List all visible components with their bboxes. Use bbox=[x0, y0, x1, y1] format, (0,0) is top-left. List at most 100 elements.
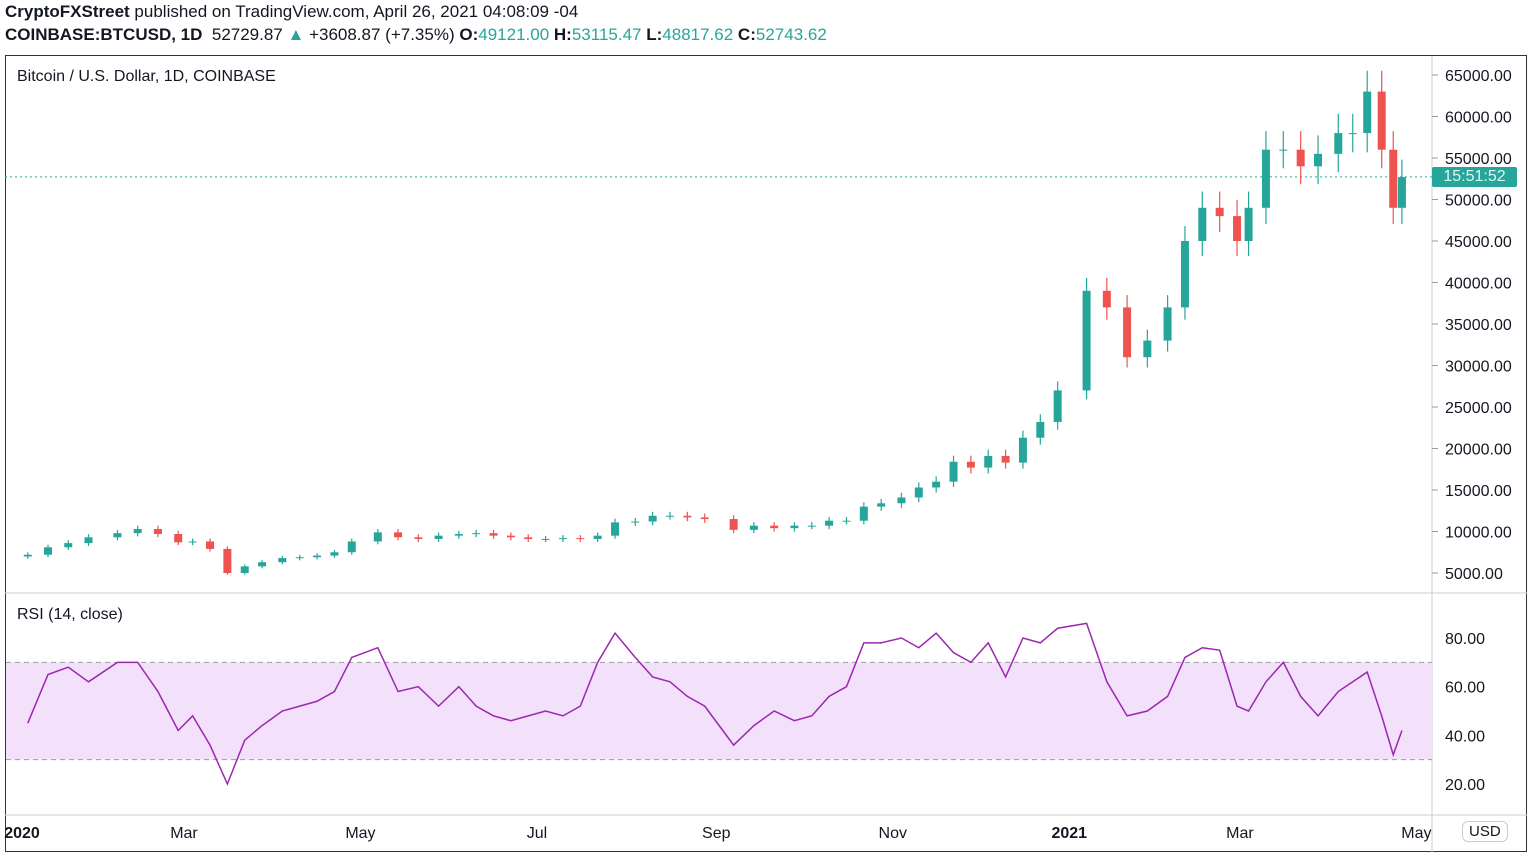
candle-body bbox=[1180, 241, 1189, 308]
candle-body bbox=[749, 525, 758, 530]
candle-body bbox=[113, 533, 122, 538]
candle-body bbox=[558, 538, 567, 540]
currency-button[interactable]: USD bbox=[1462, 821, 1508, 842]
candle-body bbox=[1163, 307, 1172, 341]
candle-body bbox=[313, 555, 322, 558]
time-tick-label: 2021 bbox=[1051, 825, 1087, 842]
candle-body bbox=[842, 520, 851, 522]
price-change: +3608.87 (+7.35%) bbox=[309, 25, 455, 44]
candle-body bbox=[729, 519, 738, 530]
candle-body bbox=[914, 487, 923, 498]
candle-body bbox=[454, 533, 463, 536]
candle-body bbox=[347, 541, 356, 553]
time-tick-label: 2020 bbox=[4, 825, 40, 842]
symbol: COINBASE:BTCUSD, 1D bbox=[5, 25, 203, 44]
open-value: 49121.00 bbox=[478, 25, 550, 44]
candle-body bbox=[524, 537, 533, 539]
rsi-tick-label: 40.00 bbox=[1445, 728, 1485, 745]
rsi-line bbox=[27, 622, 1403, 786]
candle-body bbox=[932, 481, 941, 488]
candle-body bbox=[807, 525, 816, 527]
candle-body bbox=[330, 552, 339, 556]
candle-body bbox=[859, 506, 868, 521]
publish-info: CryptoFXStreet published on TradingView.… bbox=[5, 2, 578, 22]
price-tick-label: 45000.00 bbox=[1445, 234, 1512, 251]
price-tick-label: 60000.00 bbox=[1445, 110, 1512, 127]
candle-body bbox=[611, 522, 620, 536]
time-tick-label: Jul bbox=[527, 825, 547, 842]
price-tick-label: 30000.00 bbox=[1445, 359, 1512, 376]
price-tick-label: 20000.00 bbox=[1445, 442, 1512, 459]
candle-body bbox=[1279, 149, 1288, 151]
candle-body bbox=[1397, 177, 1406, 208]
candle-body bbox=[541, 538, 550, 540]
candle-body bbox=[770, 525, 779, 529]
time-tick-label: May bbox=[1401, 825, 1431, 842]
last-price: 52729.87 bbox=[211, 25, 283, 44]
candle-body bbox=[1233, 216, 1242, 241]
price-tick-label: 25000.00 bbox=[1445, 400, 1512, 417]
candle-body bbox=[877, 503, 886, 507]
time-tick-label: Mar bbox=[170, 825, 198, 842]
candle-body bbox=[1198, 207, 1207, 241]
candle-body bbox=[700, 517, 709, 520]
candle-body bbox=[825, 520, 834, 526]
candle-body bbox=[949, 461, 958, 482]
candle-body bbox=[631, 521, 640, 523]
candle-body bbox=[790, 525, 799, 529]
candle-body bbox=[666, 515, 675, 517]
candle-body bbox=[1123, 307, 1132, 358]
high-value: 53115.47 bbox=[571, 25, 642, 44]
chart-frame bbox=[5, 55, 1527, 852]
price-tick-label: 15000.00 bbox=[1445, 483, 1512, 500]
candle-body bbox=[133, 529, 142, 534]
time-tick-label: Nov bbox=[879, 825, 907, 842]
candle-body bbox=[1244, 207, 1253, 241]
author[interactable]: CryptoFXStreet bbox=[5, 2, 130, 21]
open-label: O: bbox=[459, 25, 479, 44]
candle-body bbox=[1314, 153, 1323, 167]
candle-body bbox=[648, 515, 657, 522]
candle-body bbox=[1215, 207, 1224, 217]
candle-body bbox=[1377, 91, 1386, 150]
price-tick-label: 65000.00 bbox=[1445, 68, 1512, 85]
close-value: 52743.62 bbox=[755, 25, 827, 44]
candle-body bbox=[984, 455, 993, 468]
candle-body bbox=[258, 562, 267, 567]
low-value: 48817.62 bbox=[662, 25, 734, 44]
candle-body bbox=[1102, 290, 1111, 308]
candle-body bbox=[153, 529, 162, 534]
price-tick-label: 55000.00 bbox=[1445, 151, 1512, 168]
candle-body bbox=[373, 532, 382, 542]
candle-body bbox=[394, 532, 403, 538]
candle-body bbox=[1082, 290, 1091, 391]
bar-countdown: 15:51:52 bbox=[1432, 167, 1517, 187]
candle-body bbox=[506, 535, 515, 538]
price-tick-label: 50000.00 bbox=[1445, 193, 1512, 210]
candle-body bbox=[414, 537, 423, 539]
rsi-band bbox=[6, 662, 1432, 760]
price-tick-label: 10000.00 bbox=[1445, 525, 1512, 542]
candle-body bbox=[489, 533, 498, 536]
symbol-info: COINBASE:BTCUSD, 1D 52729.87 ▲ +3608.87 … bbox=[5, 25, 827, 45]
candle-body bbox=[206, 541, 215, 549]
publish-text: published on TradingView.com, April 26, … bbox=[134, 2, 579, 21]
time-tick-label: May bbox=[345, 825, 375, 842]
candle-body bbox=[434, 535, 443, 539]
low-label: L: bbox=[646, 25, 663, 44]
candle-body bbox=[1001, 455, 1010, 463]
close-label: C: bbox=[737, 25, 756, 44]
candle-body bbox=[576, 538, 585, 540]
candle-body bbox=[23, 554, 32, 557]
candle-body bbox=[1363, 91, 1372, 134]
candle-body bbox=[1348, 133, 1357, 135]
candle-body bbox=[472, 533, 481, 535]
price-tick-label: 5000.00 bbox=[1445, 566, 1503, 583]
candle-body bbox=[240, 566, 249, 573]
rsi-tick-label: 80.00 bbox=[1445, 631, 1485, 648]
rsi-tick-label: 60.00 bbox=[1445, 680, 1485, 697]
candle-body bbox=[188, 541, 197, 543]
price-tick-label: 40000.00 bbox=[1445, 276, 1512, 293]
candle-body bbox=[1261, 149, 1270, 208]
